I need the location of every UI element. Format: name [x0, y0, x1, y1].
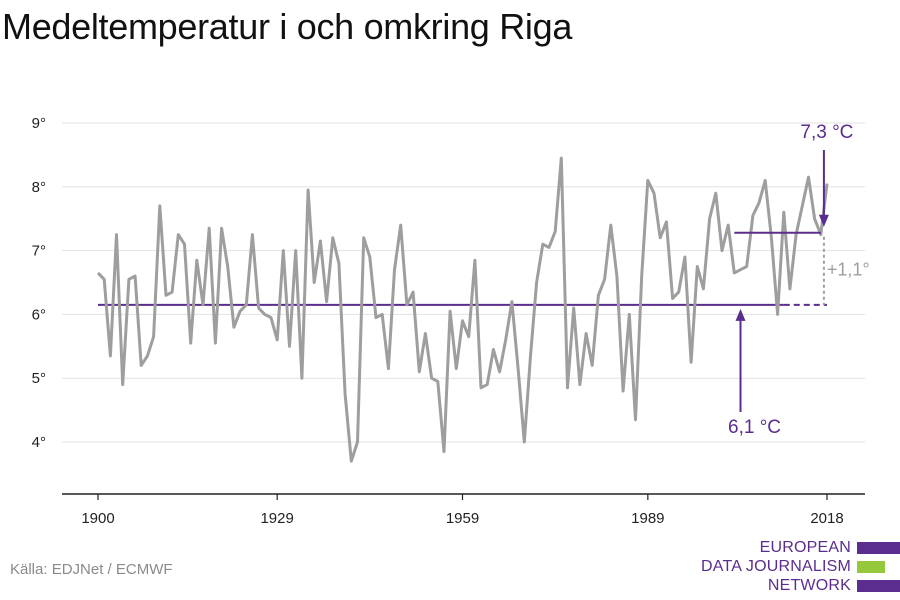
logo-bar-purple-top — [857, 542, 900, 554]
x-tick-label: 1929 — [260, 510, 293, 527]
axes: 4° 5° 6° 7° 8° 9° 1900 1929 1959 1989 2018 — [32, 115, 865, 527]
y-tick-label: 7° — [32, 243, 46, 260]
x-tick-label: 1959 — [446, 510, 479, 527]
y-tick-label: 5° — [32, 370, 46, 387]
y-tick-label: 4° — [32, 434, 46, 451]
y-tick-label: 9° — [32, 115, 46, 132]
series — [96, 156, 829, 463]
logo-line-3: NETWORK — [767, 577, 851, 594]
recent-arrow-head — [818, 214, 829, 227]
x-tick-label: 1900 — [81, 510, 114, 527]
difference-label: +1,1° — [827, 260, 870, 280]
annotations: +1,1° 6,1 °C 7,3 °C — [728, 122, 870, 438]
temperature-series-line — [96, 156, 829, 463]
y-tick-label: 6° — [32, 306, 46, 323]
recent-value-label: 7,3 °C — [800, 122, 853, 143]
x-tick-label: 1989 — [631, 510, 664, 527]
logo-line-1: EUROPEAN — [759, 539, 851, 556]
x-tick-label: 2018 — [810, 510, 843, 527]
chart-title: Medeltemperatur i och omkring Riga — [2, 6, 573, 47]
baseline-arrow-head — [735, 308, 746, 321]
logo-bar-green — [857, 561, 885, 573]
gridlines — [62, 122, 865, 443]
logo-line-2: DATA JOURNALISM — [701, 558, 851, 575]
logo-bar-purple-bottom — [857, 580, 900, 592]
source-note: Källa: EDJNet / ECMWF — [10, 561, 173, 578]
y-tick-label: 8° — [32, 179, 46, 196]
baseline-value-label: 6,1 °C — [728, 417, 781, 438]
